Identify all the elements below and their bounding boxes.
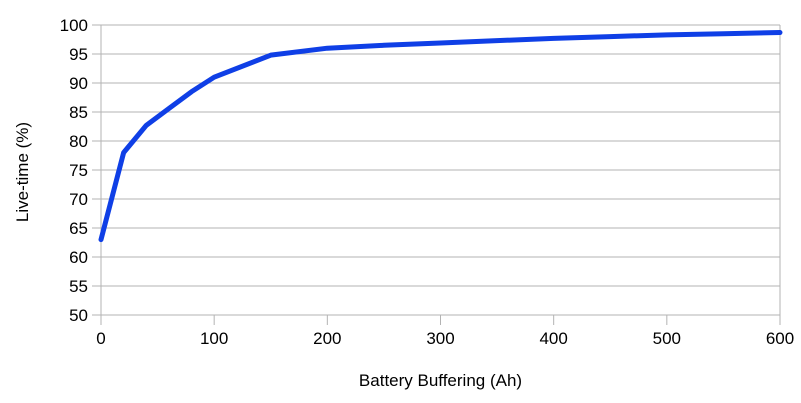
y-tick-label: 70 xyxy=(69,190,88,209)
y-tick-label: 95 xyxy=(69,45,88,64)
x-tick-label: 600 xyxy=(766,329,794,348)
y-tick-label: 80 xyxy=(69,132,88,151)
y-tick-label: 65 xyxy=(69,219,88,238)
live-time-series-line xyxy=(98,30,783,243)
x-tick-label: 300 xyxy=(426,329,454,348)
y-tick-label: 90 xyxy=(69,74,88,93)
x-tick-label: 200 xyxy=(313,329,341,348)
y-tick-label: 85 xyxy=(69,103,88,122)
y-tick-label: 75 xyxy=(69,161,88,180)
x-tick-label: 500 xyxy=(653,329,681,348)
y-axis-title: Live-time (%) xyxy=(13,121,32,223)
x-axis-title: Battery Buffering (Ah) xyxy=(358,371,523,390)
y-tick-label: 100 xyxy=(60,16,88,35)
y-tick-label: 60 xyxy=(69,248,88,267)
x-tick-label: 0 xyxy=(96,329,105,348)
x-tick-label: 400 xyxy=(539,329,567,348)
x-tick-label: 100 xyxy=(200,329,228,348)
y-tick-label: 55 xyxy=(69,277,88,296)
y-tick-label: 50 xyxy=(69,306,88,325)
